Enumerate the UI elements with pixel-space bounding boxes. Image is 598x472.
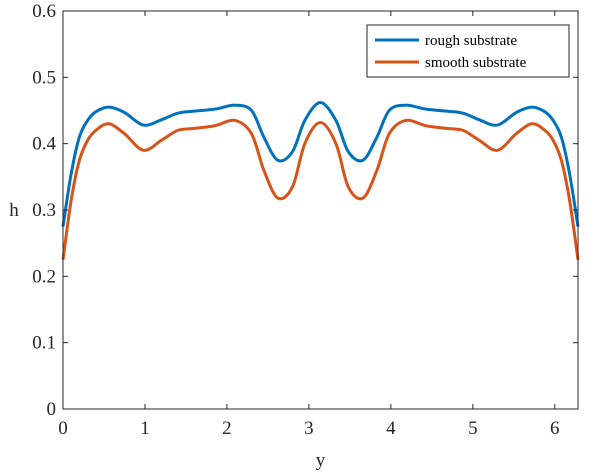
y-tick-label: 0.3 [32,200,56,221]
legend-label-smooth-substrate: smooth substrate [425,55,527,71]
legend-box [366,24,570,78]
legend: rough substrate smooth substrate [366,24,570,78]
axis-ticks: 0 1 2 3 4 5 6 0 0.1 0.2 0.3 0.4 0.5 0.6 [32,1,578,439]
x-tick-label: 0 [58,418,68,439]
y-tick-label: 0.2 [32,266,56,287]
x-axis-label: y [316,450,326,471]
y-tick-label: 0.1 [32,333,56,354]
x-tick-label: 6 [550,418,560,439]
x-tick-label: 1 [140,418,150,439]
x-tick-label: 5 [468,418,478,439]
y-tick-label: 0 [47,399,57,420]
x-tick-label: 4 [386,418,396,439]
y-tick-label: 0.6 [32,1,56,22]
series-layer [61,101,580,260]
y-axis-label: h [9,200,19,221]
y-tick-label: 0.4 [32,134,56,155]
legend-label-rough-substrate: rough substrate [425,33,517,49]
y-tick-label: 0.5 [32,67,56,88]
series-line-smooth-substrate [61,118,580,260]
x-tick-label: 2 [222,418,232,439]
x-tick-label: 3 [304,418,314,439]
series-line-rough-substrate [61,101,580,227]
